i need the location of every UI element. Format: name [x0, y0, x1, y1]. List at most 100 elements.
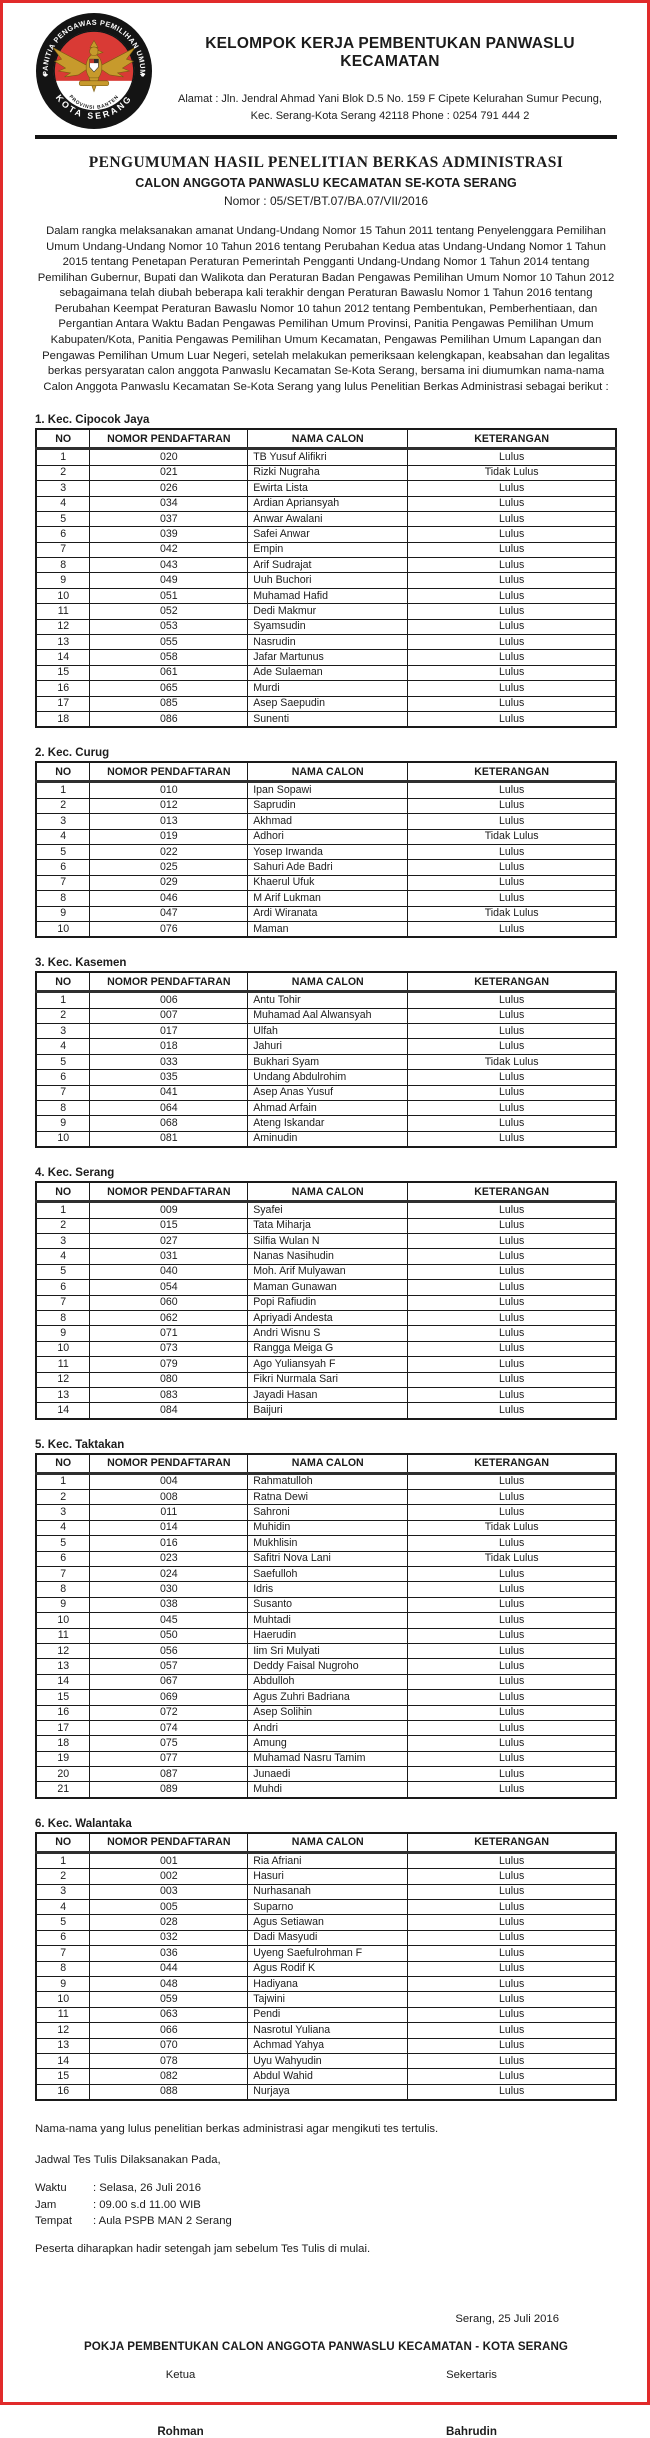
column-header: NO	[35, 1832, 91, 1854]
cell-status: Lulus	[407, 1489, 617, 1506]
candidates-table: NO NOMOR PENDAFTARAN NAMA CALON KETERANGAN …	[35, 1831, 617, 2102]
cell-status: Lulus	[407, 1309, 617, 1327]
table-row: 15 061 Ade Sulaeman Lulus	[35, 664, 617, 682]
cell-registration-number: 088	[89, 2083, 249, 2101]
cell-status: Lulus	[407, 495, 617, 512]
cell-registration-number: 021	[89, 464, 249, 482]
cell-no: 9	[35, 1325, 91, 1342]
cell-registration-number: 012	[89, 797, 249, 815]
cell-registration-number: 047	[89, 905, 249, 922]
cell-no: 8	[35, 1960, 91, 1978]
cell-registration-number: 085	[89, 695, 249, 713]
cell-no: 5	[35, 1263, 91, 1281]
cell-candidate-name: Moh. Arif Mulyawan	[247, 1263, 409, 1281]
cell-status: Lulus	[407, 843, 617, 861]
cell-no: 6	[35, 1279, 91, 1296]
cell-candidate-name: Rizki Nugraha	[247, 464, 409, 482]
cell-status: Lulus	[407, 1201, 617, 1219]
table-row: 4 031 Nanas Nasihudin Lulus	[35, 1248, 617, 1265]
cell-no: 19	[35, 1750, 91, 1768]
table-row: 16 065 Murdi Lulus	[35, 680, 617, 697]
cell-registration-number: 055	[89, 634, 249, 651]
cell-no: 1	[35, 1472, 91, 1491]
cell-status: Lulus	[407, 1781, 617, 1799]
cell-status: Tidak Lulus	[407, 464, 617, 482]
cell-no: 1	[35, 991, 91, 1009]
cell-candidate-name: Uyu Wahyudin	[247, 2052, 409, 2070]
cell-registration-number: 079	[89, 1356, 249, 1373]
column-header: KETERANGAN	[407, 1453, 617, 1475]
cell-candidate-name: Safei Anwar	[247, 526, 409, 543]
table-header-row: NO NOMOR PENDAFTARAN NAMA CALON KETERANGAN	[35, 1832, 617, 1854]
table-row: 8 044 Agus Rodif K Lulus	[35, 1960, 617, 1978]
cell-status: Lulus	[407, 526, 617, 543]
cell-candidate-name: Saefulloh	[247, 1566, 409, 1583]
table-row: 14 084 Baijuri Lulus	[35, 1402, 617, 1420]
cell-no: 13	[35, 2037, 91, 2054]
cell-status: Lulus	[407, 1868, 617, 1885]
table-row: 4 014 Muhidin Tidak Lulus	[35, 1519, 617, 1537]
cell-registration-number: 001	[89, 1851, 249, 1870]
cell-candidate-name: Achmad Yahya	[247, 2037, 409, 2054]
cell-registration-number: 072	[89, 1704, 249, 1721]
schedule-label: Waktu	[35, 2182, 67, 2195]
cell-no: 17	[35, 1719, 91, 1737]
cell-no: 9	[35, 905, 91, 922]
column-header: NAMA CALON	[247, 1453, 409, 1475]
section-label: 3. Kec. Kasemen	[35, 957, 127, 970]
cell-registration-number: 069	[89, 1689, 249, 1706]
cell-no: 14	[35, 2052, 91, 2070]
cell-status: Lulus	[407, 1130, 617, 1148]
cell-registration-number: 050	[89, 1627, 249, 1644]
cell-status: Lulus	[407, 572, 617, 589]
table-row: 12 066 Nasrotul Yuliana Lulus	[35, 2022, 617, 2039]
district-section: 6. Kec. Walantaka NO NOMOR PENDAFTARAN NAM…	[35, 1818, 617, 2102]
cell-candidate-name: Sahuri Ade Badri	[247, 859, 409, 876]
cell-no: 9	[35, 572, 91, 589]
cell-registration-number: 087	[89, 1766, 249, 1783]
cell-status: Lulus	[407, 480, 617, 497]
cell-candidate-name: Suparno	[247, 1899, 409, 1916]
cell-status: Lulus	[407, 1914, 617, 1931]
cell-registration-number: 026	[89, 480, 249, 497]
cell-registration-number: 043	[89, 557, 249, 574]
cell-registration-number: 059	[89, 1991, 249, 2008]
cell-no: 15	[35, 2068, 91, 2085]
table-header-row: NO NOMOR PENDAFTARAN NAMA CALON KETERANGAN	[35, 971, 617, 994]
cell-candidate-name: Jahuri	[247, 1038, 409, 1055]
cell-candidate-name: Safitri Nova Lani	[247, 1550, 409, 1568]
cell-status: Lulus	[407, 1472, 617, 1491]
table-row: 8 030 Idris Lulus	[35, 1581, 617, 1598]
cell-no: 4	[35, 828, 91, 845]
table-row: 2 008 Ratna Dewi Lulus	[35, 1489, 617, 1506]
table-row: 2 021 Rizki Nugraha Tidak Lulus	[35, 464, 617, 482]
cell-candidate-name: Ardian Apriansyah	[247, 495, 409, 512]
table-row: 7 041 Asep Anas Yusuf Lulus	[35, 1084, 617, 1102]
table-row: 5 037 Anwar Awalani Lulus	[35, 510, 617, 528]
cell-candidate-name: Ria Afriani	[247, 1851, 409, 1870]
cell-no: 5	[35, 1914, 91, 1931]
table-row: 1 004 Rahmatulloh Lulus	[35, 1472, 617, 1491]
cell-candidate-name: Abdulloh	[247, 1673, 409, 1691]
cell-candidate-name: Aminudin	[247, 1130, 409, 1148]
cell-candidate-name: Sahroni	[247, 1504, 409, 1521]
table-row: 4 034 Ardian Apriansyah Lulus	[35, 495, 617, 512]
cell-registration-number: 017	[89, 1023, 249, 1040]
note-written-test: Nama-nama yang lulus penelitian berkas a…	[35, 2123, 439, 2136]
cell-registration-number: 037	[89, 510, 249, 528]
cell-status: Lulus	[407, 1115, 617, 1132]
table-row: 13 057 Deddy Faisal Nugroho Lulus	[35, 1658, 617, 1675]
cell-candidate-name: Uyeng Saefulrohman F	[247, 1945, 409, 1962]
table-row: 5 028 Agus Setiawan Lulus	[35, 1914, 617, 1931]
table-row: 10 076 Maman Lulus	[35, 920, 617, 938]
cell-registration-number: 003	[89, 1883, 249, 1901]
table-row: 7 060 Popi Rafiudin Lulus	[35, 1294, 617, 1311]
table-row: 19 077 Muhamad Nasru Tamim Lulus	[35, 1750, 617, 1768]
district-section: 3. Kec. Kasemen NO NOMOR PENDAFTARAN NAMA …	[35, 957, 617, 1149]
column-header: NO	[35, 761, 91, 784]
cell-status: Lulus	[407, 813, 617, 830]
cell-registration-number: 022	[89, 843, 249, 861]
table-row: 14 058 Jafar Martunus Lulus	[35, 649, 617, 666]
cell-status: Lulus	[407, 541, 617, 559]
cell-candidate-name: Muhamad Nasru Tamim	[247, 1750, 409, 1768]
